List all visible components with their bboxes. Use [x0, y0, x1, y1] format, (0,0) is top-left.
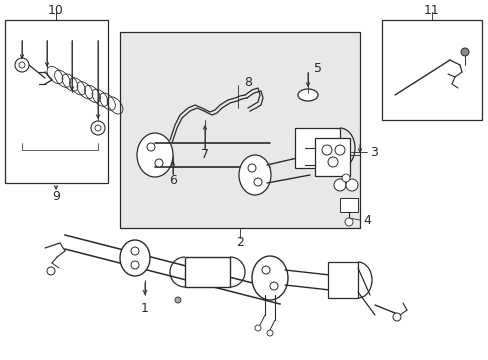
Circle shape: [345, 218, 352, 226]
Ellipse shape: [297, 89, 317, 101]
Text: 11: 11: [423, 4, 439, 17]
Circle shape: [91, 121, 105, 135]
Bar: [294, 128, 339, 168]
Circle shape: [262, 266, 269, 274]
Text: 8: 8: [244, 76, 251, 89]
Circle shape: [131, 247, 139, 255]
Circle shape: [321, 145, 331, 155]
Ellipse shape: [239, 155, 270, 195]
Text: 2: 2: [236, 237, 244, 249]
Text: 7: 7: [201, 148, 208, 162]
Text: 6: 6: [169, 174, 177, 186]
Text: 5: 5: [313, 62, 321, 75]
Circle shape: [95, 125, 101, 131]
Bar: [314, 138, 349, 176]
Circle shape: [253, 178, 262, 186]
Text: 10: 10: [48, 4, 64, 17]
Bar: [327, 262, 357, 298]
Ellipse shape: [251, 256, 287, 300]
Circle shape: [392, 313, 400, 321]
Circle shape: [147, 143, 155, 151]
Text: 4: 4: [362, 213, 370, 226]
Bar: [339, 198, 357, 212]
Text: 3: 3: [369, 145, 377, 158]
Bar: [381, 20, 481, 120]
Bar: [5, 20, 108, 183]
Circle shape: [341, 174, 349, 182]
Circle shape: [327, 157, 337, 167]
Circle shape: [131, 261, 139, 269]
Circle shape: [247, 164, 256, 172]
Bar: [120, 32, 359, 228]
Circle shape: [15, 58, 29, 72]
Circle shape: [334, 145, 345, 155]
Circle shape: [254, 325, 261, 331]
Bar: [184, 257, 229, 287]
Circle shape: [269, 282, 278, 290]
Circle shape: [266, 330, 272, 336]
Circle shape: [47, 267, 55, 275]
Text: 1: 1: [141, 302, 149, 315]
Ellipse shape: [120, 240, 150, 276]
Text: 9: 9: [52, 189, 60, 202]
Circle shape: [19, 62, 25, 68]
Circle shape: [460, 48, 468, 56]
Circle shape: [155, 159, 163, 167]
Circle shape: [333, 179, 346, 191]
Circle shape: [346, 179, 357, 191]
Ellipse shape: [137, 133, 173, 177]
Circle shape: [175, 297, 181, 303]
